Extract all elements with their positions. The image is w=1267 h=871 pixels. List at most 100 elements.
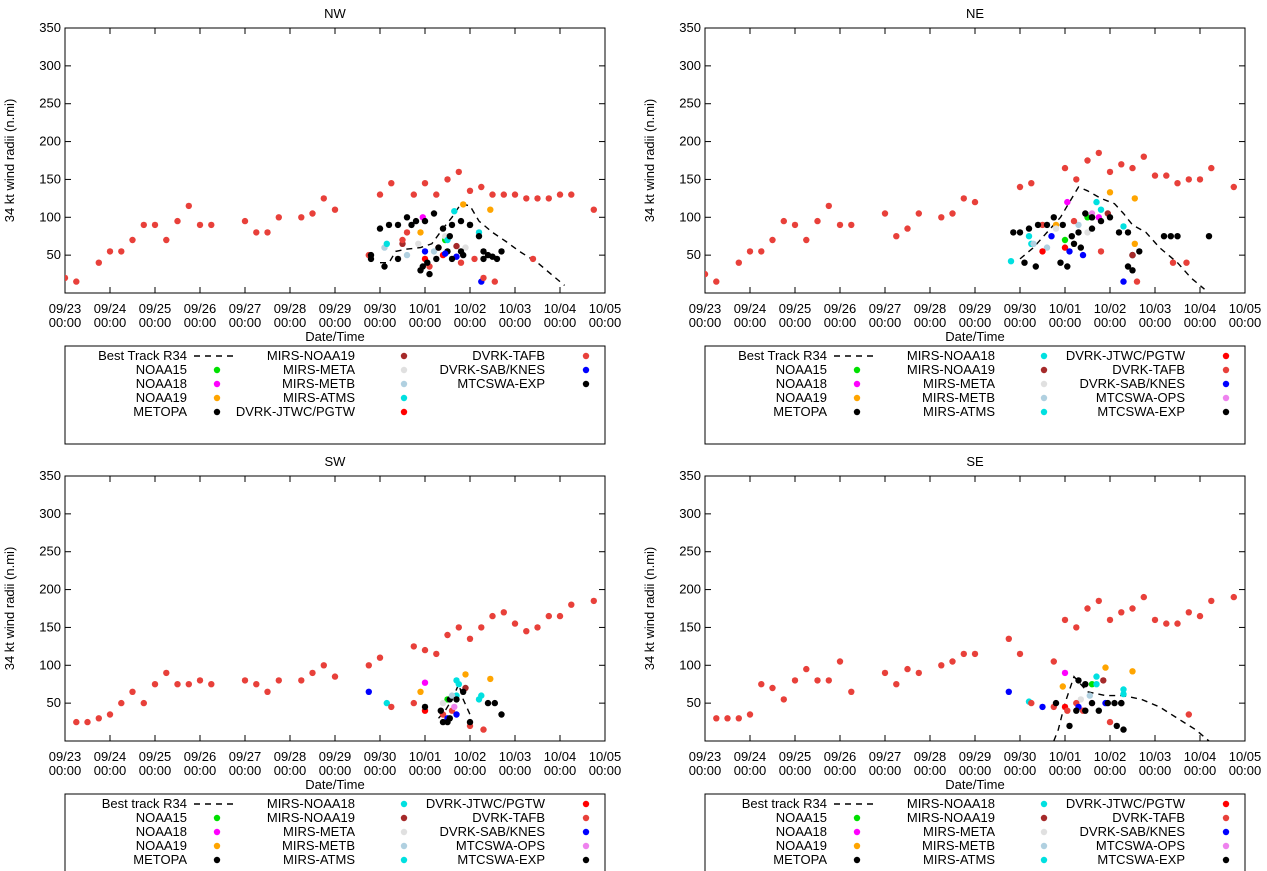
y-tick-label: 50	[47, 247, 61, 262]
x-tick-time: 00:00	[959, 315, 992, 330]
point-dvrk_tafb	[568, 191, 575, 198]
x-tick-time: 00:00	[544, 763, 577, 778]
x-tick-time: 00:00	[274, 315, 307, 330]
point-dvrk_tafb	[769, 684, 776, 692]
point-mtcswa_exp	[381, 263, 388, 270]
point-dvrk_tafb	[705, 270, 709, 278]
legend-marker-mirs_meta	[400, 366, 408, 374]
legend-marker-mirs_meta	[1040, 380, 1048, 388]
x-tick-date: 09/29	[319, 749, 352, 764]
legend-marker-mirs_noaa19	[1040, 366, 1048, 374]
legend-label-metopa: METOPA	[133, 404, 187, 419]
legend-marker-mirs_atms	[400, 394, 408, 402]
point-dvrk_tafb	[84, 718, 91, 726]
point-mtcswa_exp	[1129, 267, 1136, 274]
point-mtcswa_exp	[460, 688, 467, 695]
point-mtcswa_exp	[457, 217, 465, 225]
point-dvrk_tafb	[1061, 164, 1069, 172]
point-mtcswa_exp	[1025, 225, 1033, 232]
point-dvrk_tafb	[1151, 172, 1159, 179]
point-mtcswa_exp	[1021, 259, 1028, 266]
y-tick-label: 50	[47, 695, 61, 710]
point-mtcswa_exp	[1124, 229, 1132, 236]
point-mirs_atms	[383, 240, 390, 247]
point-dvrk_tafb	[780, 217, 787, 225]
x-tick-time: 00:00	[779, 315, 812, 330]
x-axis-label: Date/Time	[945, 329, 1004, 344]
point-dvrk_tafb	[1185, 609, 1193, 616]
point-dvrk_tafb	[791, 677, 799, 684]
x-tick-date: 09/29	[959, 749, 992, 764]
point-dvrk_jtwc	[1039, 248, 1046, 255]
point-dvrk_tafb	[489, 612, 496, 620]
point-dvrk_tafb	[758, 248, 765, 255]
point-mtcswa_exp	[1167, 233, 1175, 240]
point-dvrk_tafb	[253, 229, 260, 236]
point-dvrk_tafb	[106, 711, 114, 718]
legend-label-mtcswa_exp: MTCSWA-EXP	[457, 852, 545, 867]
x-axis-label: Date/Time	[945, 777, 1004, 792]
point-mtcswa_exp	[419, 263, 426, 270]
panel-se: SE3503002502001501005009/2300:0009/2400:…	[642, 454, 1261, 871]
x-tick-date: 10/05	[1229, 749, 1262, 764]
legend-label-mirs_meta: MIRS-META	[283, 824, 355, 839]
legend-marker-noaa15	[853, 366, 861, 374]
point-dvrk_tafb	[769, 236, 776, 244]
y-tick-label: 300	[39, 506, 61, 521]
panel-nw: NW3503002502001501005009/2300:0009/2400:…	[2, 6, 621, 445]
legend-label-dvrk_jtwc: DVRK-JTWC/PGTW	[236, 404, 356, 419]
point-dvrk_tafb	[1095, 149, 1103, 157]
point-mtcswa_exp	[439, 225, 447, 232]
legend-label-mirs_noaa19: MIRS-NOAA19	[907, 810, 995, 825]
x-tick-date: 10/03	[499, 749, 532, 764]
legend-label-metopa: METOPA	[773, 404, 827, 419]
x-tick-date: 09/28	[274, 749, 307, 764]
point-dvrk_tafb	[298, 677, 305, 684]
point-noaa18	[1061, 669, 1069, 677]
point-mirs_noaa19	[1129, 251, 1136, 259]
point-dvrk_tafb	[275, 677, 282, 684]
legend-marker-mtcswa_exp	[1222, 408, 1230, 416]
point-noaa19	[417, 688, 424, 695]
point-mirs_noaa19	[453, 242, 460, 250]
point-mtcswa_exp	[1111, 699, 1118, 707]
point-noaa19	[487, 675, 494, 683]
point-dvrk_tafb	[1106, 616, 1114, 624]
legend-label-best: Best Track R34	[98, 348, 187, 363]
x-tick-time: 00:00	[589, 763, 622, 778]
legend-label-dvrk_jtwc: DVRK-JTWC/PGTW	[1066, 796, 1186, 811]
point-dvrk_tafb	[713, 278, 720, 285]
x-tick-time: 00:00	[824, 763, 857, 778]
point-dvrk_tafb	[1230, 183, 1238, 191]
y-tick-label: 150	[39, 619, 61, 634]
point-dvrk_tafb	[196, 677, 204, 684]
point-dvrk_tafb	[264, 688, 271, 695]
legend-label-mtcswa_ops: MTCSWA-OPS	[1096, 390, 1185, 405]
point-dvrk_tafb	[534, 195, 541, 202]
point-dvrk_tafb	[1129, 164, 1136, 172]
point-noaa19	[1131, 195, 1139, 202]
point-mtcswa_exp	[421, 217, 429, 225]
legend-label-best: Best Track R34	[738, 348, 827, 363]
point-dvrk_tafb	[151, 681, 159, 688]
y-tick-label: 150	[679, 619, 701, 634]
legend-label-dvrk_jtwc: DVRK-JTWC/PGTW	[1066, 348, 1186, 363]
legend-label-dvrk_tafb: DVRK-TAFB	[472, 348, 545, 363]
point-mtcswa_exp	[1068, 233, 1076, 240]
legend-label-dvrk_tafb: DVRK-TAFB	[472, 810, 545, 825]
point-dvrk_tafb	[185, 681, 192, 688]
point-mtcswa_exp	[453, 696, 460, 703]
legend-label-mirs_atms: MIRS-ATMS	[923, 404, 995, 419]
point-dvrk_sab	[421, 248, 429, 255]
point-dvrk_tafb	[65, 274, 69, 282]
point-dvrk_tafb	[915, 210, 922, 217]
legend-label-mirs_meta: MIRS-META	[283, 362, 355, 377]
point-mtcswa_exp	[1016, 229, 1024, 236]
y-tick-label: 200	[679, 582, 701, 597]
point-dvrk_tafb	[376, 654, 384, 661]
point-dvrk_tafb	[893, 233, 900, 240]
x-tick-date: 09/28	[274, 301, 307, 316]
x-tick-time: 00:00	[319, 763, 352, 778]
point-mtcswa_exp	[1115, 229, 1123, 236]
point-dvrk_tafb	[275, 214, 282, 221]
